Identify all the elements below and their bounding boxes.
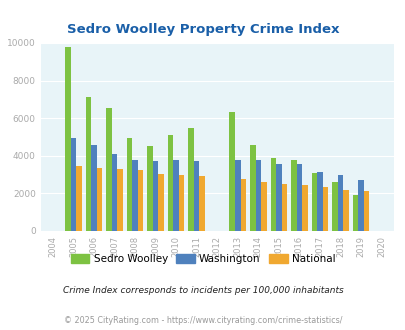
Bar <box>311 173 316 231</box>
Bar <box>111 154 117 231</box>
Bar <box>296 164 301 231</box>
Bar <box>179 175 184 231</box>
Bar <box>132 159 138 231</box>
Bar <box>240 179 245 231</box>
Bar <box>352 195 357 231</box>
Text: Sedro Woolley Property Crime Index: Sedro Woolley Property Crime Index <box>66 23 339 36</box>
Bar <box>167 135 173 231</box>
Bar <box>76 166 81 231</box>
Bar <box>147 147 152 231</box>
Bar <box>275 164 281 231</box>
Bar <box>117 169 123 231</box>
Bar <box>281 184 286 231</box>
Bar <box>85 97 91 231</box>
Bar <box>152 161 158 231</box>
Bar <box>106 108 111 231</box>
Bar <box>255 159 260 231</box>
Bar <box>337 175 342 231</box>
Bar <box>316 172 322 231</box>
Bar <box>65 47 70 231</box>
Bar <box>96 168 102 231</box>
Bar <box>188 128 194 231</box>
Bar <box>357 180 363 231</box>
Bar <box>138 170 143 231</box>
Bar <box>331 182 337 231</box>
Bar <box>91 146 96 231</box>
Text: © 2025 CityRating.com - https://www.cityrating.com/crime-statistics/: © 2025 CityRating.com - https://www.city… <box>64 315 341 325</box>
Bar <box>70 138 76 231</box>
Bar <box>260 182 266 231</box>
Bar <box>194 161 199 231</box>
Bar <box>363 191 369 231</box>
Bar <box>301 185 307 231</box>
Bar <box>290 159 296 231</box>
Text: Crime Index corresponds to incidents per 100,000 inhabitants: Crime Index corresponds to incidents per… <box>62 286 343 295</box>
Bar <box>199 176 205 231</box>
Bar <box>126 138 132 231</box>
Bar <box>229 113 234 231</box>
Legend: Sedro Woolley, Washington, National: Sedro Woolley, Washington, National <box>66 249 339 268</box>
Bar <box>249 146 255 231</box>
Bar <box>234 159 240 231</box>
Bar <box>342 190 348 231</box>
Bar <box>270 158 275 231</box>
Bar <box>173 159 179 231</box>
Bar <box>158 174 164 231</box>
Bar <box>322 187 327 231</box>
